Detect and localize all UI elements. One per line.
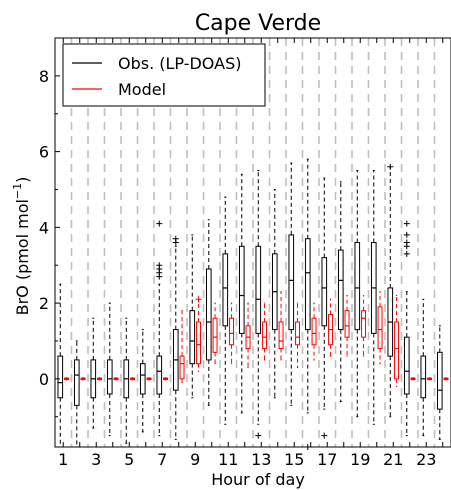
box-body bbox=[106, 359, 113, 395]
box-body bbox=[361, 310, 367, 338]
box-body bbox=[394, 321, 400, 380]
y-axis-label: BrO (pmol mol−1) bbox=[11, 177, 32, 316]
grid-layer bbox=[70, 38, 436, 447]
flier-point bbox=[403, 231, 410, 238]
y-axis-label-sup: −1 bbox=[11, 183, 24, 199]
box-body bbox=[57, 355, 64, 399]
x-tick-label: 23 bbox=[416, 450, 436, 469]
box-body bbox=[229, 317, 235, 346]
flier-point bbox=[172, 239, 179, 246]
flier-point bbox=[387, 163, 394, 170]
box-body bbox=[212, 317, 218, 353]
box-body bbox=[311, 317, 317, 346]
box-body bbox=[238, 245, 245, 334]
chart-title: Cape Verde bbox=[195, 11, 321, 36]
y-axis-label-close: ) bbox=[13, 177, 32, 183]
box-body bbox=[139, 363, 146, 395]
box-body bbox=[222, 253, 229, 327]
box-body bbox=[255, 245, 262, 334]
box-body bbox=[262, 321, 268, 350]
flier-point bbox=[321, 432, 328, 439]
box-body bbox=[321, 257, 328, 327]
legend: Obs. (LP-DOAS) Model bbox=[62, 43, 266, 107]
x-tick-label: 13 bbox=[251, 450, 271, 469]
box-layer bbox=[57, 158, 449, 450]
flier-point bbox=[156, 220, 163, 227]
y-tick-label: 6 bbox=[39, 143, 49, 162]
y-tick-label: 2 bbox=[39, 294, 49, 313]
legend-frame bbox=[62, 43, 266, 107]
legend-label-model: Model bbox=[118, 80, 166, 99]
y-tick-label: 8 bbox=[39, 67, 49, 86]
box-body bbox=[179, 355, 185, 380]
flier-point bbox=[403, 250, 410, 257]
box-body bbox=[337, 249, 344, 331]
flier-point bbox=[403, 220, 410, 227]
x-tick-label: 7 bbox=[157, 450, 167, 469]
x-tick-label: 19 bbox=[350, 450, 370, 469]
box-body bbox=[73, 359, 80, 406]
x-tick-label: 1 bbox=[58, 450, 68, 469]
box-body bbox=[436, 351, 443, 410]
box-body bbox=[295, 321, 301, 346]
legend-label-obs: Obs. (LP-DOAS) bbox=[118, 54, 241, 73]
box-body bbox=[304, 238, 311, 331]
flier-point bbox=[156, 273, 163, 280]
box-body bbox=[156, 355, 163, 395]
flier-point bbox=[195, 296, 202, 303]
x-tick-label: 9 bbox=[190, 450, 200, 469]
x-tick-label: 21 bbox=[383, 450, 403, 469]
box-body bbox=[420, 355, 427, 399]
box-body bbox=[344, 310, 350, 338]
x-axis-label: Hour of day bbox=[211, 470, 305, 489]
box-body bbox=[377, 306, 383, 350]
flier-point bbox=[403, 243, 410, 250]
box-body bbox=[288, 234, 295, 331]
y-tick-label: 0 bbox=[39, 370, 49, 389]
box-body bbox=[196, 321, 202, 365]
y-axis-label-main: BrO (pmol mol bbox=[13, 199, 32, 315]
box-body bbox=[205, 268, 212, 361]
x-tick-label: 11 bbox=[218, 450, 238, 469]
box-body bbox=[278, 321, 284, 350]
y-tick-label: 4 bbox=[39, 218, 49, 237]
flier-point bbox=[255, 432, 262, 439]
x-tick-label: 17 bbox=[317, 450, 337, 469]
x-tick-label: 15 bbox=[284, 450, 304, 469]
box-body bbox=[354, 242, 361, 331]
x-tick-label: 3 bbox=[91, 450, 101, 469]
x-tick-label: 5 bbox=[124, 450, 134, 469]
box-body bbox=[403, 336, 410, 395]
box-body bbox=[189, 310, 196, 365]
plot-frame bbox=[54, 37, 451, 448]
